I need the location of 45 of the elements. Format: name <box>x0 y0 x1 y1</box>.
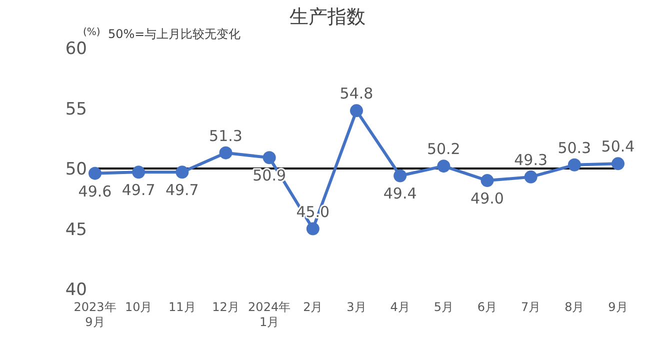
point <box>568 158 581 172</box>
point <box>437 160 450 173</box>
data-label: 50.3 <box>558 138 592 157</box>
x-tick-label: 6月 <box>477 300 498 314</box>
point <box>262 151 276 164</box>
x-tick-label: 5月 <box>434 300 454 314</box>
x-tick-label: 7月 <box>521 300 541 314</box>
y-axis-title: (%) <box>83 27 100 38</box>
x-tick-label: 9月 <box>608 300 628 314</box>
y-tick-label: 45 <box>65 220 87 240</box>
x-tick-label: 11月 <box>168 300 196 314</box>
point <box>132 166 146 179</box>
x-tick-label: 2月 <box>303 300 323 314</box>
x-tick-label: 8月 <box>564 300 584 314</box>
y-tick-label: 50 <box>65 160 87 180</box>
point <box>219 146 232 160</box>
y-tick-label: 55 <box>65 99 87 120</box>
point <box>176 166 189 179</box>
data-label: 49.7 <box>165 181 199 200</box>
point <box>306 222 320 236</box>
data-label: 49.6 <box>78 182 112 200</box>
y-tick-label: 60 <box>65 39 87 60</box>
data-label: 54.8 <box>340 84 374 103</box>
point <box>350 104 363 118</box>
x-tick-label: 3月 <box>346 300 366 314</box>
text: 50%=与上月比较无变化 <box>108 26 241 43</box>
x-tick-label: 4月 <box>390 300 410 314</box>
point <box>524 170 538 184</box>
point <box>612 157 624 170</box>
x-tick-label: 2023年 9月 <box>74 300 116 329</box>
point <box>88 166 102 180</box>
data-label: 49.4 <box>383 184 417 203</box>
x-tick-label: 2024年 1月 <box>248 300 291 329</box>
point <box>480 174 494 188</box>
x-tick-label: 12月 <box>212 300 240 314</box>
data-label: 51.3 <box>209 126 242 145</box>
data-label: 49.7 <box>122 181 156 200</box>
data-label: 49.3 <box>514 150 548 169</box>
point <box>394 169 407 182</box>
data-label: 50.4 <box>601 138 635 156</box>
x-tick-label: 10月 <box>124 300 152 314</box>
data-label: 49.0 <box>470 190 504 208</box>
chart-title: 生产指数 <box>290 6 366 28</box>
y-tick-label: 40 <box>65 280 87 300</box>
data-label: 50.2 <box>426 140 460 158</box>
